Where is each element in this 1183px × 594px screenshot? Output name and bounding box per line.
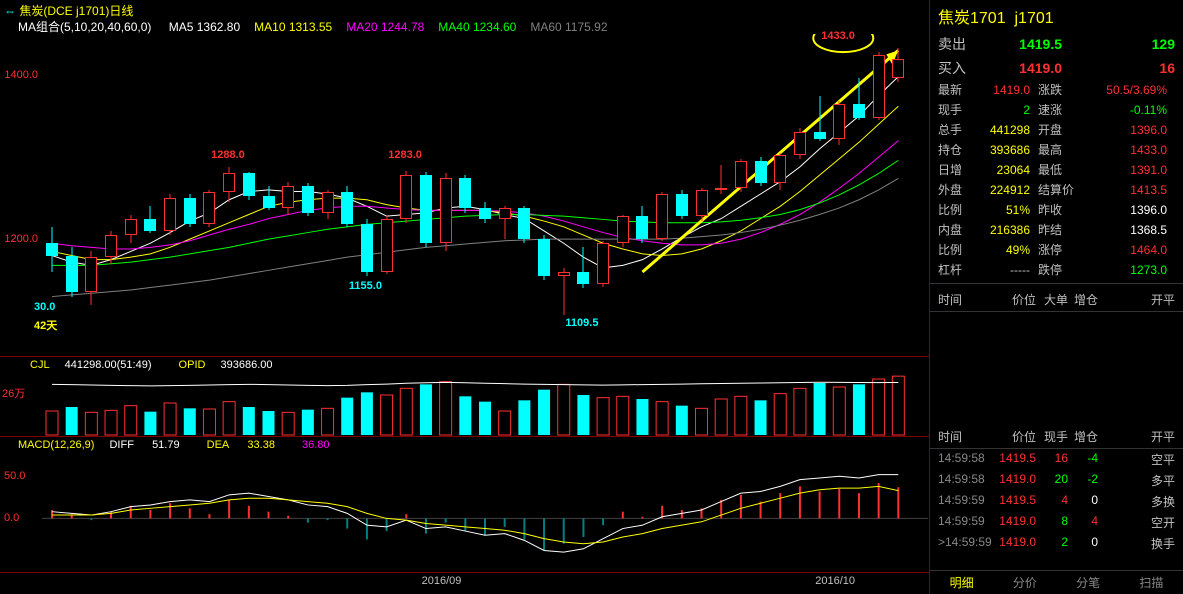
macd-label: MACD(12,26,9) DIFF 51.79 DEA 33.38 36.80 [18, 439, 342, 451]
price-ytick: 1400.0 [4, 69, 38, 81]
stat-value: 393686 [978, 143, 1038, 157]
stat-key: 最高 [1038, 141, 1084, 158]
stat-key: 总手 [938, 121, 978, 138]
ma-legend-item: MA10 1313.55 [254, 20, 332, 34]
stat-key: 内盘 [938, 221, 978, 238]
price-annotation: 1109.5 [565, 317, 598, 329]
stat-value: 441298 [978, 123, 1038, 137]
price-annotation: 1433.0 [821, 30, 855, 42]
stat-key: 昨收 [1038, 201, 1084, 218]
volume-ytick: 26万 [2, 385, 25, 401]
ma-legend-item: MA40 1234.60 [438, 20, 516, 34]
buy-row: 买入 1419.0 16 [930, 56, 1183, 80]
stat-value: 1413.5 [1084, 183, 1175, 197]
tab-明细[interactable]: 明细 [930, 571, 993, 594]
price-annotation: 1283.0 [388, 149, 422, 161]
stat-value: 23064 [978, 163, 1038, 177]
bottom-tabs: 明细分价分笔扫描 [930, 570, 1183, 594]
stat-value: 50.5/3.69% [1084, 83, 1175, 97]
ma-legend-item: MA60 1175.92 [530, 20, 607, 34]
stat-key: 比例 [938, 241, 978, 258]
stat-value: 224912 [978, 183, 1038, 197]
stat-value: 2 [978, 103, 1038, 117]
stat-key: 比例 [938, 201, 978, 218]
stat-key: 速涨 [1038, 101, 1084, 118]
tab-分笔[interactable]: 分笔 [1057, 571, 1120, 594]
ts-header-top: 时间 价位 大单 增仓 开平 [930, 288, 1183, 312]
stat-value: 216386 [978, 223, 1038, 237]
stat-value: -0.11% [1084, 103, 1175, 117]
instrument-title: 焦炭1701 j1701 [930, 0, 1183, 32]
ts-row[interactable]: >14:59:591419.020换手 [930, 533, 1183, 554]
stat-value: 1368.5 [1084, 223, 1175, 237]
stat-key: 涨跌 [1038, 81, 1084, 98]
stat-key: 开盘 [1038, 121, 1084, 138]
price-annotation: 30.0 [34, 301, 55, 313]
volume-label: CJL 441298.00(51:49) OPID 393686.00 [18, 359, 285, 371]
quote-panel: 焦炭1701 j1701 卖出 1419.5 129 买入 1419.0 16 … [930, 0, 1183, 594]
main-chart-area[interactable]: ⇔ 焦炭(DCE j1701)日线 MA组合(5,10,20,40,60,0) … [0, 0, 930, 594]
stat-key: 外盘 [938, 181, 978, 198]
tab-分价[interactable]: 分价 [993, 571, 1056, 594]
stat-value: ----- [978, 263, 1038, 277]
ts-row[interactable]: 14:59:581419.516-4空平 [930, 449, 1183, 470]
stat-value: 1396.0 [1084, 123, 1175, 137]
ts-row[interactable]: 14:59:591419.540多换 [930, 491, 1183, 512]
stat-key: 持仓 [938, 141, 978, 158]
tab-扫描[interactable]: 扫描 [1120, 571, 1183, 594]
stat-key: 昨结 [1038, 221, 1084, 238]
stat-value: 1391.0 [1084, 163, 1175, 177]
stat-value: 1273.0 [1084, 263, 1175, 277]
macd-ytick: 50.0 [4, 470, 25, 482]
time-axis: 2016/09 2016/10 [0, 572, 930, 592]
ma-combo-label: MA组合(5,10,20,40,60,0) [18, 20, 151, 34]
stat-key: 现手 [938, 101, 978, 118]
ts-row[interactable]: 14:59:581419.020-2多平 [930, 470, 1183, 491]
price-annotation: 1288.0 [211, 149, 245, 161]
stat-key: 涨停 [1038, 241, 1084, 258]
stat-key: 日增 [938, 161, 978, 178]
volume-panel[interactable]: CJL 441298.00(51:49) OPID 393686.00 26万 [0, 356, 930, 436]
x-tick: 2016/10 [815, 575, 855, 587]
sell-row: 卖出 1419.5 129 [930, 32, 1183, 56]
ts-rows: 14:59:581419.516-4空平 14:59:581419.020-2多… [930, 449, 1183, 554]
chart-title: ⇔ 焦炭(DCE j1701)日线 [4, 2, 133, 19]
stat-key: 最低 [1038, 161, 1084, 178]
stat-value: 1419.0 [978, 83, 1038, 97]
price-annotation: 42天 [34, 317, 57, 333]
price-chart[interactable]: 1288.01283.01433.01155.01109.530.042天 [42, 34, 928, 354]
ts-row[interactable]: 14:59:591419.084空开 [930, 512, 1183, 533]
ma-legend-item: MA20 1244.78 [346, 20, 424, 34]
stat-key: 最新 [938, 81, 978, 98]
x-tick: 2016/09 [422, 575, 462, 587]
stat-value: 51% [978, 203, 1038, 217]
macd-ytick: 0.0 [4, 512, 19, 524]
stat-value: 1396.0 [1084, 203, 1175, 217]
macd-panel[interactable]: MACD(12,26,9) DIFF 51.79 DEA 33.38 36.80… [0, 436, 930, 572]
price-annotation: 1155.0 [349, 280, 382, 292]
stat-key: 杠杆 [938, 261, 978, 278]
stat-grid: 最新1419.0涨跌50.5/3.69% 现手2速涨-0.11% 总手441298开… [930, 80, 1183, 279]
stat-value: 1464.0 [1084, 243, 1175, 257]
stat-key: 结算价 [1038, 181, 1084, 198]
stat-value: 49% [978, 243, 1038, 257]
ts-header: 时间 价位 现手 增仓 开平 [930, 425, 1183, 449]
ma-legend-item: MA5 1362.80 [169, 20, 240, 34]
price-ytick: 1200.0 [4, 233, 38, 245]
stat-key: 跌停 [1038, 261, 1084, 278]
stat-value: 1433.0 [1084, 143, 1175, 157]
ma-legend: MA组合(5,10,20,40,60,0) MA5 1362.80 MA10 13… [18, 18, 636, 35]
